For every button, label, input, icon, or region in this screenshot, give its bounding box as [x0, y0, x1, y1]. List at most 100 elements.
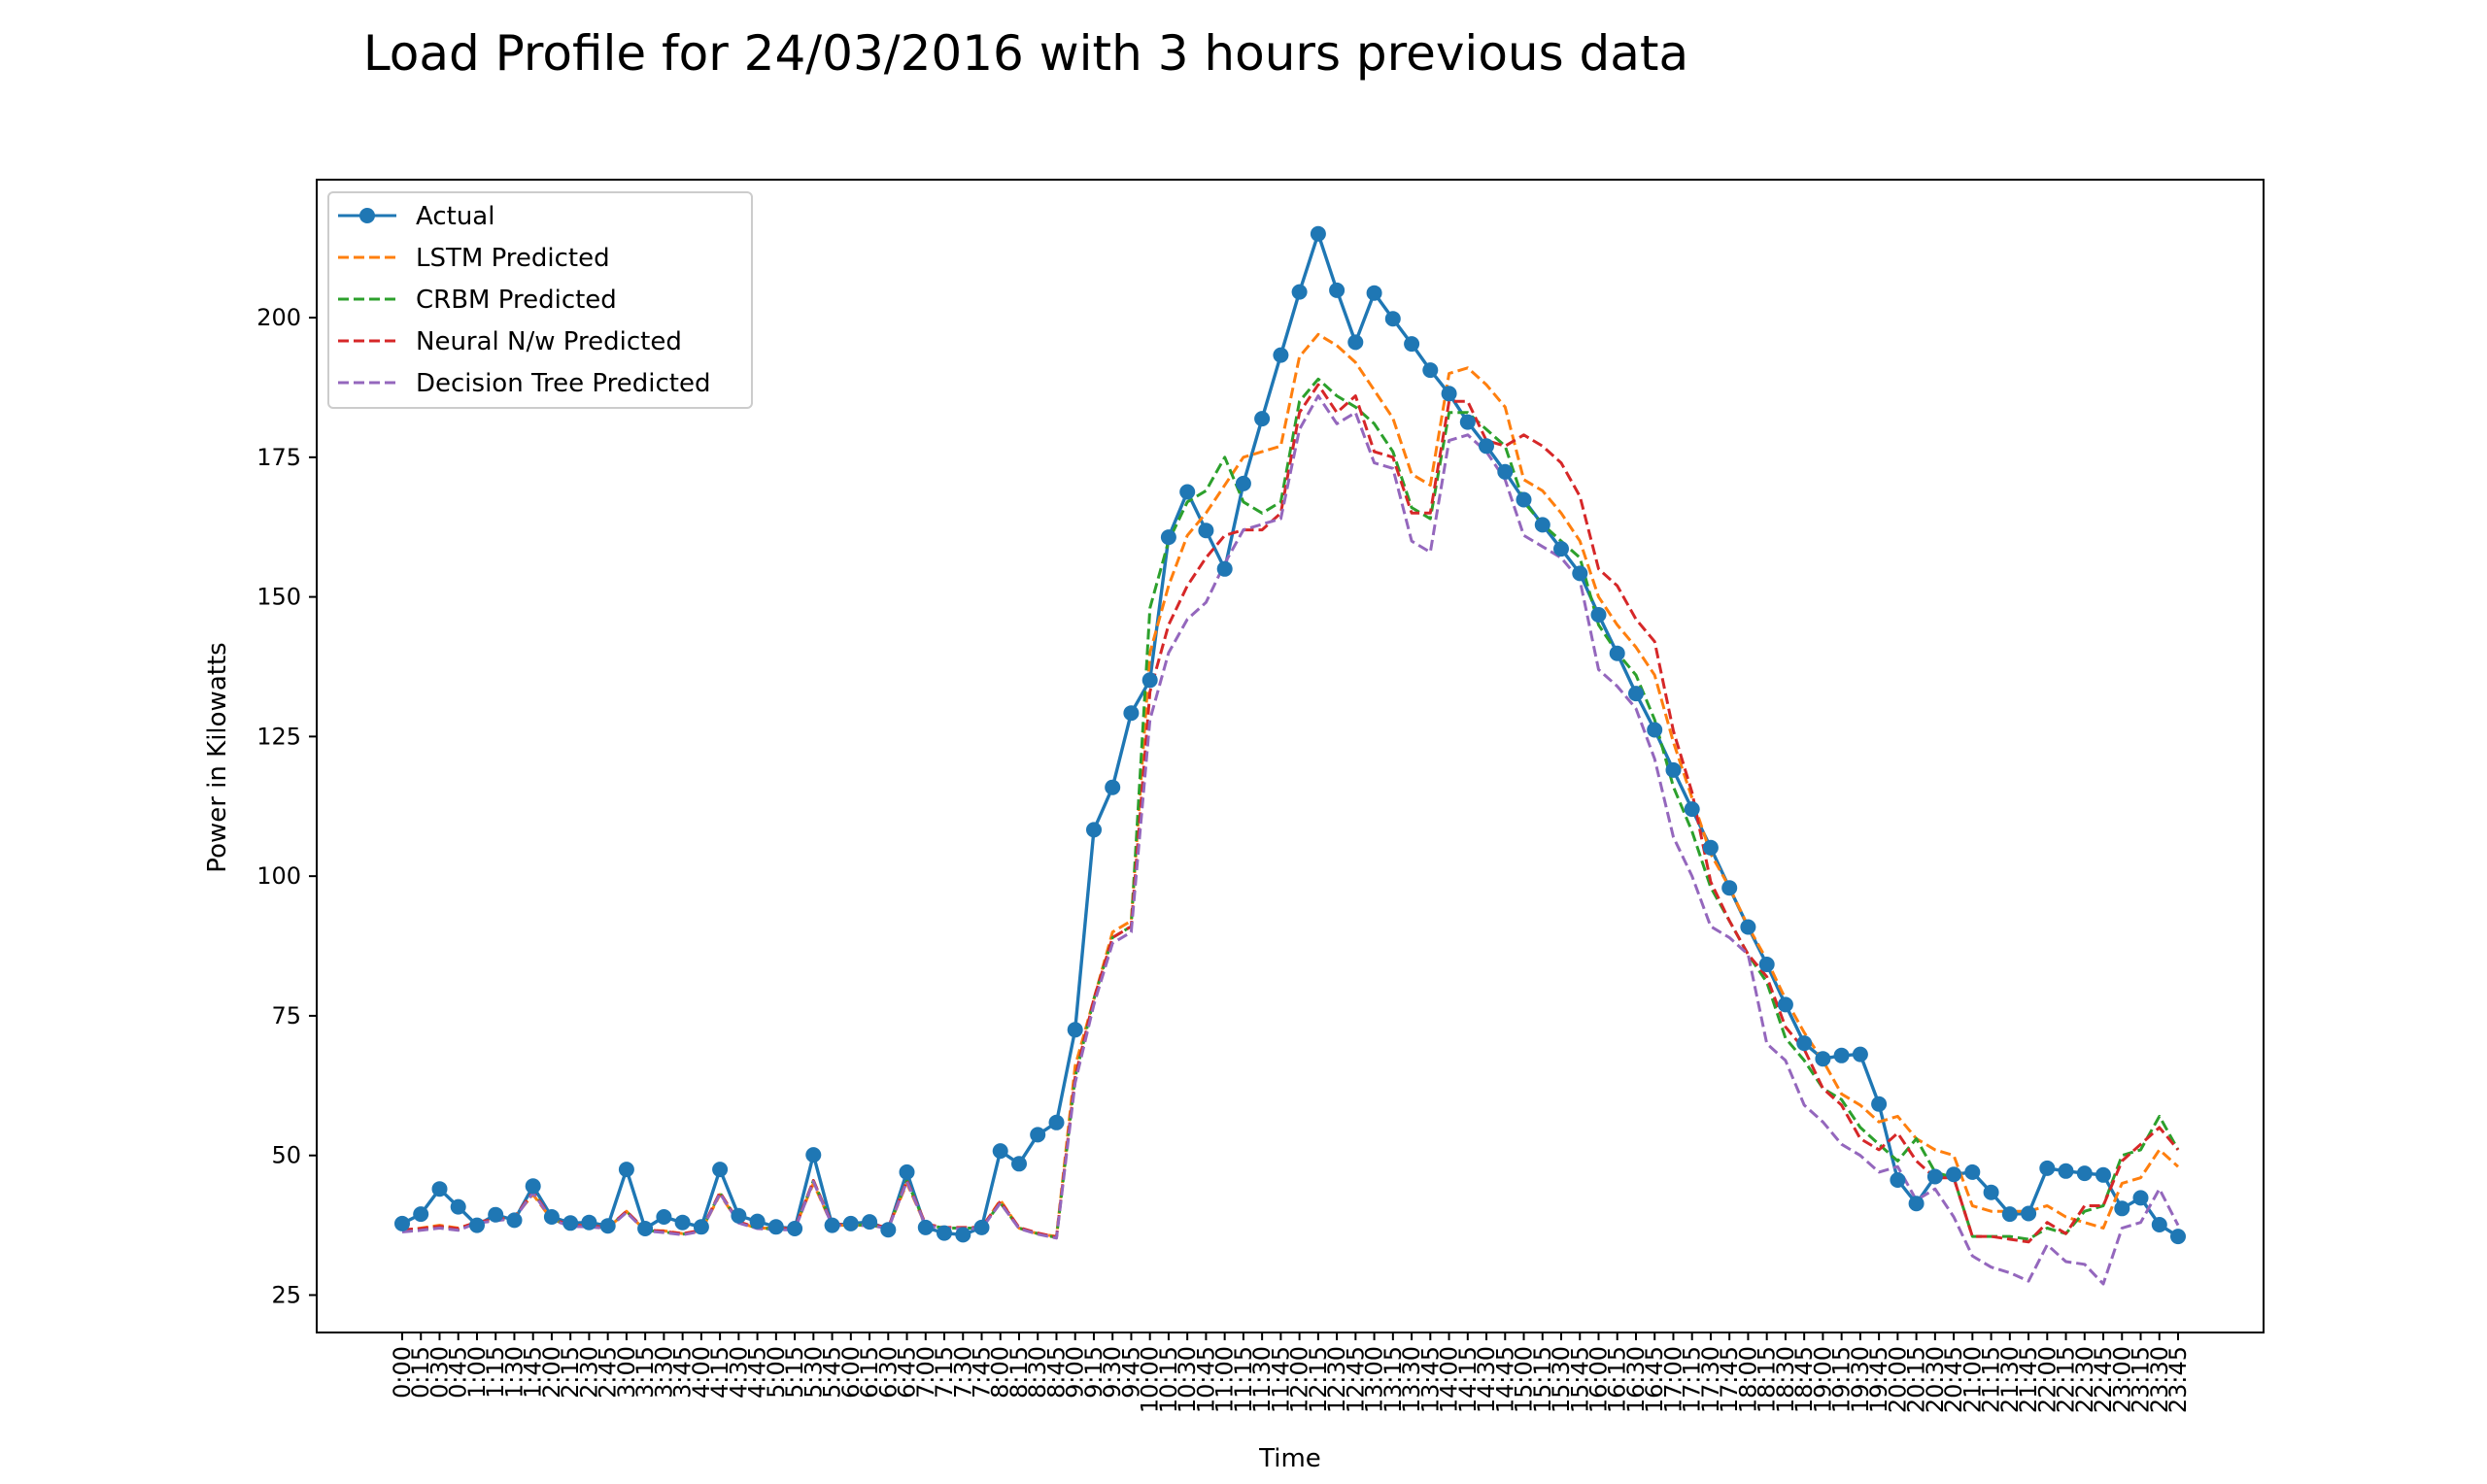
series-0-point-30	[955, 1227, 971, 1243]
legend-box	[327, 191, 753, 409]
x-tick-label-64: 16:00	[1585, 1346, 1613, 1413]
series-0-point-9	[562, 1215, 579, 1231]
series-0-point-56	[1441, 386, 1457, 402]
legend-label-1: LSTM Predicted	[416, 244, 610, 273]
x-tick-label-29: 7:15	[931, 1346, 958, 1399]
series-0-point-50	[1329, 282, 1346, 298]
x-tick-label-4: 1:00	[463, 1346, 491, 1399]
series-0-point-95	[2170, 1229, 2186, 1245]
x-tick-label-33: 8:15	[1005, 1346, 1033, 1399]
series-0-point-37	[1086, 822, 1102, 838]
x-tick-label-53: 13:15	[1380, 1346, 1407, 1413]
x-tick-label-17: 4:15	[706, 1346, 733, 1399]
series-0-point-4	[469, 1217, 485, 1233]
series-0-point-71	[1721, 880, 1738, 896]
series-0-point-84	[1964, 1164, 1981, 1180]
series-0-point-16	[693, 1219, 709, 1235]
series-0-point-57	[1459, 414, 1476, 430]
x-tick-label-59: 14:45	[1491, 1346, 1518, 1413]
series-0-point-19	[749, 1213, 766, 1230]
x-tick-label-57: 14:15	[1454, 1346, 1482, 1413]
series-0-point-51	[1347, 334, 1364, 351]
x-tick-label-34: 8:30	[1024, 1346, 1051, 1399]
series-0-point-93	[2132, 1190, 2149, 1206]
plot-area	[394, 225, 2186, 1286]
x-tick-label-51: 12:45	[1342, 1346, 1369, 1413]
x-tick-label-54: 13:30	[1398, 1346, 1425, 1413]
series-0-point-53	[1384, 311, 1401, 327]
x-tick-label-2: 0:30	[426, 1346, 454, 1399]
series-0-point-85	[1983, 1184, 1999, 1200]
x-tick-label-8: 2:00	[538, 1346, 565, 1399]
x-tick-label-28: 7:00	[912, 1346, 939, 1399]
x-tick-label-11: 2:45	[595, 1346, 622, 1399]
x-tick-label-40: 10:00	[1137, 1346, 1164, 1413]
series-0-point-11	[599, 1218, 616, 1234]
x-tick-label-60: 15:00	[1511, 1346, 1538, 1413]
series-0-point-45	[1235, 475, 1251, 491]
x-tick-label-88: 22:00	[2033, 1346, 2061, 1413]
series-0-point-29	[937, 1225, 952, 1241]
x-tick-label-27: 6:45	[894, 1346, 921, 1399]
x-tick-label-20: 5:00	[763, 1346, 790, 1399]
series-0-point-80	[1890, 1172, 1906, 1188]
x-tick-label-10: 2:30	[575, 1346, 602, 1399]
series-0-point-67	[1647, 722, 1663, 738]
series-0-point-32	[992, 1143, 1008, 1160]
x-tick-label-26: 6:30	[874, 1346, 902, 1399]
series-0-point-2	[431, 1181, 448, 1197]
x-tick-label-42: 10:30	[1174, 1346, 1201, 1413]
x-tick-label-32: 8:00	[987, 1346, 1014, 1399]
x-tick-label-48: 12:00	[1286, 1346, 1313, 1413]
y-tick-label-25: 25	[271, 1281, 301, 1308]
series-0-point-21	[787, 1221, 803, 1236]
series-0-point-54	[1404, 336, 1420, 353]
x-tick-label-36: 9:00	[1062, 1346, 1089, 1399]
x-tick-label-66: 16:30	[1622, 1346, 1650, 1413]
series-0-point-25	[862, 1214, 878, 1231]
series-0-point-23	[824, 1217, 840, 1233]
y-tick-label-50: 50	[271, 1142, 301, 1169]
y-tick-label-75: 75	[271, 1002, 301, 1029]
x-tick-label-58: 14:30	[1473, 1346, 1500, 1413]
series-0-point-62	[1553, 541, 1569, 557]
x-tick-label-78: 19:30	[1847, 1346, 1874, 1413]
x-tick-label-92: 23:00	[2108, 1346, 2135, 1413]
x-tick-label-6: 1:30	[501, 1346, 528, 1399]
legend-label-3: Neural N/w Predicted	[416, 327, 682, 356]
series-0-point-12	[618, 1162, 634, 1178]
series-0-point-64	[1590, 607, 1607, 623]
x-tick-label-69: 17:15	[1679, 1346, 1706, 1413]
series-0-point-90	[2076, 1165, 2093, 1182]
x-tick-label-39: 9:45	[1117, 1346, 1144, 1399]
plot-frame	[316, 179, 2265, 1333]
x-tick-label-16: 4:00	[688, 1346, 715, 1399]
series-0-point-78	[1852, 1046, 1868, 1062]
series-0-point-28	[917, 1219, 934, 1235]
x-tick-label-38: 9:30	[1099, 1346, 1126, 1399]
x-tick-label-90: 22:30	[2071, 1346, 2098, 1413]
series-0-point-48	[1291, 284, 1308, 300]
series-0-point-17	[712, 1162, 729, 1178]
x-tick-label-86: 21:30	[1996, 1346, 2024, 1413]
series-0-point-94	[2151, 1217, 2167, 1232]
series-0-point-92	[2114, 1200, 2130, 1217]
series-0-point-36	[1067, 1022, 1083, 1038]
series-0-point-43	[1198, 523, 1214, 539]
x-tick-label-22: 5:30	[800, 1346, 827, 1399]
series-0-point-5	[488, 1206, 504, 1223]
series-0-point-76	[1815, 1051, 1831, 1067]
series-0-point-63	[1572, 565, 1588, 582]
x-tick-label-73: 18:15	[1754, 1346, 1781, 1413]
series-0-point-40	[1141, 672, 1158, 689]
x-tick-label-93: 23:15	[2128, 1346, 2155, 1413]
series-0-point-0	[394, 1215, 410, 1231]
series-0-point-89	[2058, 1163, 2074, 1179]
series-0-point-81	[1908, 1196, 1925, 1212]
x-tick-label-12: 3:00	[613, 1346, 640, 1399]
x-tick-label-67: 16:45	[1641, 1346, 1668, 1413]
series-0-point-8	[543, 1209, 560, 1225]
series-0-point-15	[674, 1214, 691, 1231]
x-tick-label-37: 9:15	[1080, 1346, 1107, 1399]
